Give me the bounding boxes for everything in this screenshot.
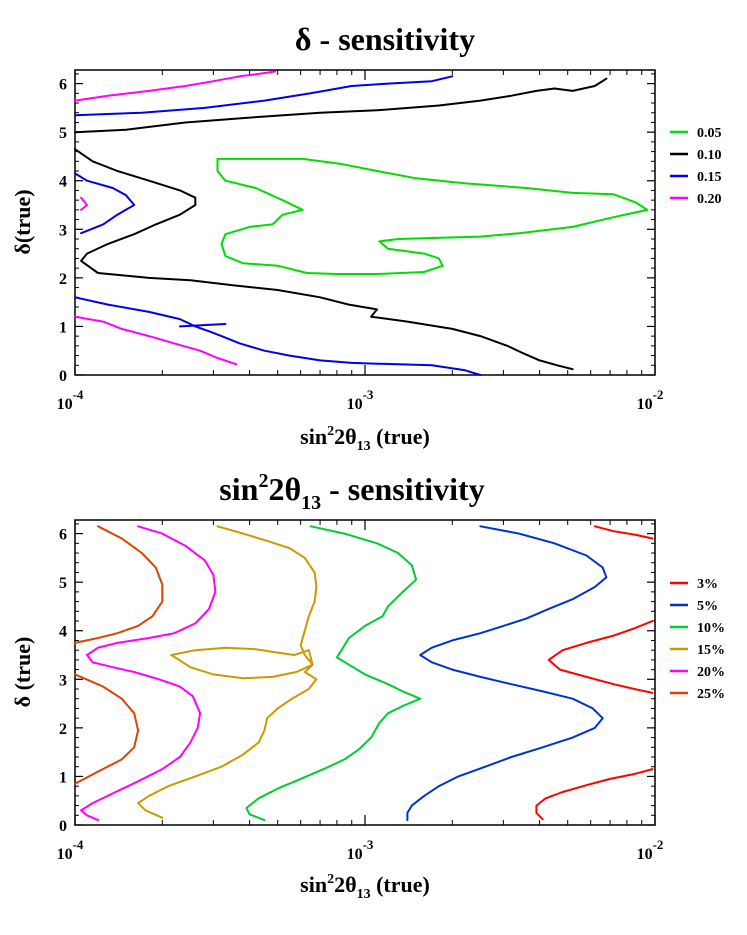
y-tick-label: 3 bbox=[59, 222, 67, 239]
y-tick-label: 4 bbox=[59, 624, 67, 641]
legend: 0.05 0.10 0.15 0.20 bbox=[670, 126, 722, 207]
contour-5pct bbox=[406, 525, 608, 822]
contour-0_05 bbox=[216, 157, 649, 275]
legend-label: 0.15 bbox=[697, 170, 722, 185]
legend: 3% 5% 10% 15% 20% 25% bbox=[670, 577, 725, 702]
y-tick-label: 1 bbox=[59, 319, 67, 336]
x-tick-label: 10-2 bbox=[637, 837, 664, 863]
x-axis-label: sin22θ13 (true) bbox=[300, 424, 430, 454]
contour-20pct bbox=[80, 525, 217, 822]
axis-ticks: 0 1 2 3 4 5 6 10-4 10-3 10-2 bbox=[57, 70, 664, 413]
contour-lines bbox=[74, 70, 649, 376]
legend-label: 15% bbox=[697, 643, 725, 658]
contour-10pct bbox=[245, 525, 422, 822]
legend-label: 10% bbox=[697, 621, 725, 636]
x-tick-label: 10-3 bbox=[347, 837, 374, 863]
contour-3pct bbox=[593, 525, 654, 540]
legend-label: 20% bbox=[697, 665, 725, 680]
y-tick-label: 0 bbox=[59, 818, 67, 835]
contour-0_15 bbox=[74, 296, 482, 376]
y-tick-label: 4 bbox=[59, 174, 67, 191]
legend-label: 0.05 bbox=[697, 126, 722, 141]
legend-label: 25% bbox=[697, 687, 725, 702]
contour-3pct bbox=[547, 620, 654, 694]
x-tick-label: 10-3 bbox=[347, 387, 374, 413]
contour-0_20 bbox=[74, 70, 277, 102]
y-tick-label: 3 bbox=[59, 672, 67, 689]
chart-title: δ - sensitivity bbox=[295, 21, 475, 57]
x-tick-label: 10-2 bbox=[637, 387, 664, 413]
y-tick-label: 6 bbox=[59, 77, 67, 94]
y-tick-label: 2 bbox=[59, 721, 67, 738]
contour-3pct bbox=[535, 768, 654, 821]
sin2-theta-sensitivity-panel: sin22θ13 - sensitivity 0 1 2 3 4 5 6 10-4 10-3 10… bbox=[10, 470, 725, 902]
contour-0_10 bbox=[74, 77, 608, 134]
chart-title: sin22θ13 - sensitivity bbox=[219, 470, 484, 514]
y-tick-label: 0 bbox=[59, 368, 67, 385]
contour-0_15 bbox=[74, 75, 454, 117]
contour-25pct bbox=[74, 525, 164, 644]
contour-0_20 bbox=[80, 196, 88, 211]
contour-0_10 bbox=[74, 148, 574, 371]
legend-label: 5% bbox=[697, 599, 718, 614]
contour-0_15 bbox=[74, 172, 136, 235]
contour-0_20 bbox=[74, 315, 238, 366]
y-tick-label: 5 bbox=[59, 575, 67, 592]
contour-15pct bbox=[137, 525, 318, 819]
y-tick-label: 6 bbox=[59, 527, 67, 544]
contour-lines bbox=[74, 525, 654, 822]
y-tick-label: 5 bbox=[59, 125, 67, 142]
legend-label: 0.20 bbox=[697, 192, 722, 207]
axis-ticks: 0 1 2 3 4 5 6 10-4 10-3 10-2 bbox=[57, 520, 664, 863]
y-axis-label: δ (true) bbox=[10, 637, 35, 708]
y-axis-label: δ(true) bbox=[10, 189, 35, 254]
x-axis-label: sin22θ13 (true) bbox=[300, 872, 430, 902]
contour-0_15 bbox=[178, 323, 227, 328]
legend-label: 3% bbox=[697, 577, 718, 592]
x-tick-label: 10-4 bbox=[57, 387, 84, 413]
contour-15pct bbox=[170, 646, 314, 680]
contour-25pct bbox=[74, 673, 140, 785]
x-tick-label: 10-4 bbox=[57, 837, 84, 863]
y-tick-label: 2 bbox=[59, 271, 67, 288]
legend-label: 0.10 bbox=[697, 148, 722, 163]
delta-sensitivity-panel: δ - sensitivity 0 1 2 3 4 5 6 10-4 10-3 10-2 0.05… bbox=[10, 21, 722, 454]
y-tick-label: 1 bbox=[59, 769, 67, 786]
